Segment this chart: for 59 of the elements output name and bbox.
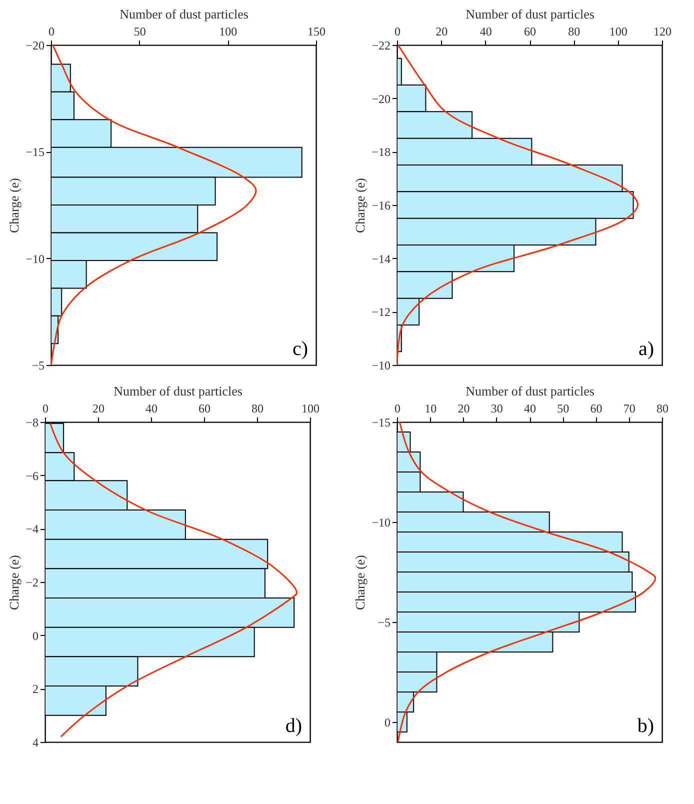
x-tick-label: 50 <box>557 402 570 416</box>
x-axis-title: Number of dust particles <box>466 384 594 398</box>
x-tick-label: 100 <box>219 24 238 38</box>
x-tick-label: 70 <box>623 402 636 416</box>
x-tick-label: 0 <box>394 24 400 38</box>
x-tick-label: 60 <box>524 24 536 38</box>
x-axis-title: Number of dust particles <box>466 6 594 22</box>
x-tick-label: 0 <box>394 402 400 416</box>
y-tick-label: −10 <box>372 516 390 530</box>
y-tick-label: −10 <box>26 252 44 266</box>
y-tick-label: −15 <box>372 416 390 430</box>
y-tick-label: −15 <box>26 145 44 160</box>
x-tick-label: 80 <box>568 24 580 38</box>
x-tick-label: 40 <box>146 402 158 416</box>
x-tick-label: 30 <box>490 402 503 416</box>
y-tick-label: −8 <box>26 416 38 430</box>
annotation: a) <box>638 338 654 360</box>
y-tick-label: 0 <box>384 716 390 730</box>
x-tick-label: 100 <box>302 402 320 416</box>
x-axis-title: Number of dust particles <box>114 384 242 398</box>
y-tick-label: −4 <box>26 522 38 536</box>
y-tick-label: −10 <box>372 358 390 372</box>
annotation: c) <box>292 338 308 360</box>
y-axis-title: Charge (e) <box>6 178 22 233</box>
annotation: d) <box>285 715 302 737</box>
y-tick-label: −16 <box>372 198 390 212</box>
x-tick-label: 10 <box>424 402 437 416</box>
y-tick-label: −22 <box>372 38 390 52</box>
x-tick-label: 100 <box>609 24 628 38</box>
x-tick-label: 120 <box>654 24 672 38</box>
y-tick-label: 0 <box>32 628 38 643</box>
y-tick-label: −14 <box>372 252 390 266</box>
x-tick-label: 20 <box>92 402 104 416</box>
x-tick-label: 60 <box>590 402 602 416</box>
y-tick-label: −20 <box>372 92 390 106</box>
y-tick-label: −12 <box>372 305 390 320</box>
y-tick-label: 2 <box>32 682 38 696</box>
x-tick-label: 20 <box>436 24 448 38</box>
y-tick-label: −20 <box>26 38 44 52</box>
y-tick-label: −5 <box>378 616 390 630</box>
y-axis-title: Charge (e) <box>352 178 368 233</box>
x-tick-label: 80 <box>252 402 264 416</box>
y-tick-label: −5 <box>32 358 44 372</box>
y-tick-label: −6 <box>26 468 38 483</box>
x-tick-label: 150 <box>308 24 326 38</box>
x-tick-label: 60 <box>198 402 210 416</box>
y-axis-title: Charge (e) <box>352 555 368 610</box>
y-axis-title: Charge (e) <box>6 555 22 610</box>
x-tick-label: 40 <box>524 402 536 416</box>
x-tick-label: 80 <box>656 402 668 416</box>
y-tick-label: 4 <box>32 736 38 750</box>
y-tick-label: −2 <box>26 576 38 590</box>
x-tick-label: 0 <box>48 24 54 38</box>
x-tick-label: 50 <box>134 24 146 38</box>
x-tick-label: 20 <box>458 402 470 416</box>
x-axis-title: Number of dust particles <box>120 6 248 22</box>
x-tick-label: 40 <box>480 24 492 38</box>
annotation: b) <box>637 715 654 737</box>
y-tick-label: −18 <box>372 145 390 160</box>
